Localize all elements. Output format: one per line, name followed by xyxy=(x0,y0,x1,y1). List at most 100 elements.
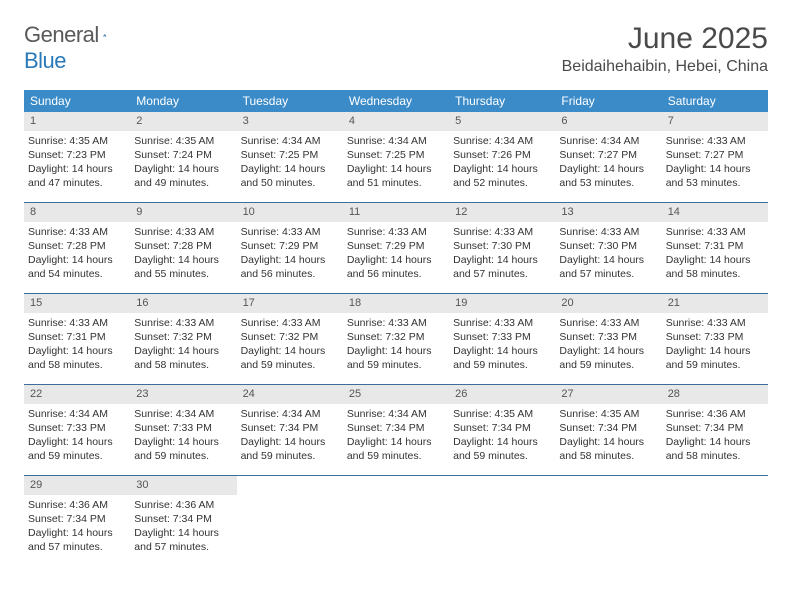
day-cell: 28 Sunrise: 4:36 AMSunset: 7:34 PMDayligh… xyxy=(662,385,768,475)
day2-text: and 51 minutes. xyxy=(347,176,445,190)
sunrise-text: Sunrise: 4:34 AM xyxy=(559,134,657,148)
day-header: Wednesday xyxy=(343,90,449,112)
day-number: 24 xyxy=(237,385,343,404)
sunrise-text: Sunrise: 4:33 AM xyxy=(559,316,657,330)
sunrise-text: Sunrise: 4:33 AM xyxy=(28,316,126,330)
sunrise-text: Sunrise: 4:33 AM xyxy=(241,316,339,330)
sunrise-text: Sunrise: 4:33 AM xyxy=(347,225,445,239)
day2-text: and 57 minutes. xyxy=(134,540,232,554)
sunset-text: Sunset: 7:34 PM xyxy=(666,421,764,435)
day-cell: 20Sunrise: 4:33 AMSunset: 7:33 PMDayligh… xyxy=(555,294,661,384)
day-number: 9 xyxy=(130,203,236,222)
day2-text: and 58 minutes. xyxy=(666,267,764,281)
day1-text: Daylight: 14 hours xyxy=(28,435,126,449)
week-row: 29Sunrise: 4:36 AMSunset: 7:34 PMDayligh… xyxy=(24,476,768,566)
day2-text: and 52 minutes. xyxy=(453,176,551,190)
day-number: 30 xyxy=(130,476,236,495)
sunrise-text: Sunrise: 4:33 AM xyxy=(134,225,232,239)
day-cell: 4Sunrise: 4:34 AMSunset: 7:25 PMDaylight… xyxy=(343,112,449,202)
sunset-text: Sunset: 7:34 PM xyxy=(241,421,339,435)
sunset-text: Sunset: 7:25 PM xyxy=(241,148,339,162)
day-header: Sunday xyxy=(24,90,130,112)
day-cell: 24Sunrise: 4:34 AMSunset: 7:34 PMDayligh… xyxy=(237,385,343,475)
sunrise-text: Sunrise: 4:33 AM xyxy=(666,134,764,148)
sunset-text: Sunset: 7:31 PM xyxy=(28,330,126,344)
day-number: 28 xyxy=(662,385,768,404)
week-row: 8Sunrise: 4:33 AMSunset: 7:28 PMDaylight… xyxy=(24,203,768,294)
sunset-text: Sunset: 7:32 PM xyxy=(134,330,232,344)
day2-text: and 50 minutes. xyxy=(241,176,339,190)
sunrise-text: Sunrise: 4:33 AM xyxy=(241,225,339,239)
sunset-text: Sunset: 7:34 PM xyxy=(347,421,445,435)
day1-text: Daylight: 14 hours xyxy=(241,162,339,176)
sunrise-text: Sunrise: 4:34 AM xyxy=(241,407,339,421)
calendar-grid: Sunday Monday Tuesday Wednesday Thursday… xyxy=(24,90,768,566)
sunset-text: Sunset: 7:24 PM xyxy=(134,148,232,162)
day-header: Monday xyxy=(130,90,236,112)
sunrise-text: Sunrise: 4:33 AM xyxy=(666,316,764,330)
day1-text: Daylight: 14 hours xyxy=(28,162,126,176)
sunrise-text: Sunrise: 4:35 AM xyxy=(453,407,551,421)
day2-text: and 58 minutes. xyxy=(666,449,764,463)
day-number: 27 xyxy=(555,385,661,404)
logo: General xyxy=(24,22,129,48)
day-cell: 27Sunrise: 4:35 AMSunset: 7:34 PMDayligh… xyxy=(555,385,661,475)
day1-text: Daylight: 14 hours xyxy=(28,526,126,540)
day-cell: 1Sunrise: 4:35 AMSunset: 7:23 PMDaylight… xyxy=(24,112,130,202)
sunrise-text: Sunrise: 4:35 AM xyxy=(28,134,126,148)
day-cell: 9Sunrise: 4:33 AMSunset: 7:28 PMDaylight… xyxy=(130,203,236,293)
day1-text: Daylight: 14 hours xyxy=(559,253,657,267)
day1-text: Daylight: 14 hours xyxy=(134,435,232,449)
weeks-container: 1Sunrise: 4:35 AMSunset: 7:23 PMDaylight… xyxy=(24,112,768,566)
day1-text: Daylight: 14 hours xyxy=(134,253,232,267)
day-number: 18 xyxy=(343,294,449,313)
sunset-text: Sunset: 7:23 PM xyxy=(28,148,126,162)
day1-text: Daylight: 14 hours xyxy=(347,253,445,267)
day1-text: Daylight: 14 hours xyxy=(559,344,657,358)
day-cell: 8Sunrise: 4:33 AMSunset: 7:28 PMDaylight… xyxy=(24,203,130,293)
sunset-text: Sunset: 7:32 PM xyxy=(347,330,445,344)
sunset-text: Sunset: 7:33 PM xyxy=(559,330,657,344)
week-row: 22Sunrise: 4:34 AMSunset: 7:33 PMDayligh… xyxy=(24,385,768,476)
day2-text: and 59 minutes. xyxy=(347,449,445,463)
day-number: 4 xyxy=(343,112,449,131)
day2-text: and 58 minutes. xyxy=(559,449,657,463)
day2-text: and 59 minutes. xyxy=(28,449,126,463)
day-cell: 11Sunrise: 4:33 AMSunset: 7:29 PMDayligh… xyxy=(343,203,449,293)
sunset-text: Sunset: 7:26 PM xyxy=(453,148,551,162)
day1-text: Daylight: 14 hours xyxy=(28,344,126,358)
day-number: 2 xyxy=(130,112,236,131)
day-number: 5 xyxy=(449,112,555,131)
day2-text: and 53 minutes. xyxy=(559,176,657,190)
day-cell: 26Sunrise: 4:35 AMSunset: 7:34 PMDayligh… xyxy=(449,385,555,475)
sunrise-text: Sunrise: 4:34 AM xyxy=(453,134,551,148)
sunrise-text: Sunrise: 4:33 AM xyxy=(28,225,126,239)
day1-text: Daylight: 14 hours xyxy=(453,162,551,176)
day-cell: 12Sunrise: 4:33 AMSunset: 7:30 PMDayligh… xyxy=(449,203,555,293)
day-number: 15 xyxy=(24,294,130,313)
sunrise-text: Sunrise: 4:34 AM xyxy=(28,407,126,421)
day-cell: 15 Sunrise: 4:33 AMSunset: 7:31 PMDayligh… xyxy=(24,294,130,384)
day1-text: Daylight: 14 hours xyxy=(666,162,764,176)
sunrise-text: Sunrise: 4:36 AM xyxy=(666,407,764,421)
day-cell: 18Sunrise: 4:33 AMSunset: 7:32 PMDayligh… xyxy=(343,294,449,384)
day1-text: Daylight: 14 hours xyxy=(347,435,445,449)
day2-text: and 58 minutes. xyxy=(28,358,126,372)
day1-text: Daylight: 14 hours xyxy=(666,344,764,358)
sunrise-text: Sunrise: 4:36 AM xyxy=(134,498,232,512)
day-number: 29 xyxy=(24,476,130,495)
day-number: 3 xyxy=(237,112,343,131)
sunrise-text: Sunrise: 4:33 AM xyxy=(134,316,232,330)
day1-text: Daylight: 14 hours xyxy=(134,162,232,176)
day-cell: 16Sunrise: 4:33 AMSunset: 7:32 PMDayligh… xyxy=(130,294,236,384)
day2-text: and 57 minutes. xyxy=(28,540,126,554)
day1-text: Daylight: 14 hours xyxy=(666,435,764,449)
day-cell: 7Sunrise: 4:33 AMSunset: 7:27 PMDaylight… xyxy=(662,112,768,202)
day2-text: and 59 minutes. xyxy=(241,358,339,372)
sunset-text: Sunset: 7:30 PM xyxy=(559,239,657,253)
day-cell: 22Sunrise: 4:34 AMSunset: 7:33 PMDayligh… xyxy=(24,385,130,475)
sunrise-text: Sunrise: 4:34 AM xyxy=(347,407,445,421)
week-row: 15Sunrise: 4:33 AMSunset: 7:31 PMDayligh… xyxy=(24,294,768,385)
day1-text: Daylight: 14 hours xyxy=(559,435,657,449)
day-cell: 5 Sunrise: 4:34 AMSunset: 7:26 PMDaylight… xyxy=(449,112,555,202)
